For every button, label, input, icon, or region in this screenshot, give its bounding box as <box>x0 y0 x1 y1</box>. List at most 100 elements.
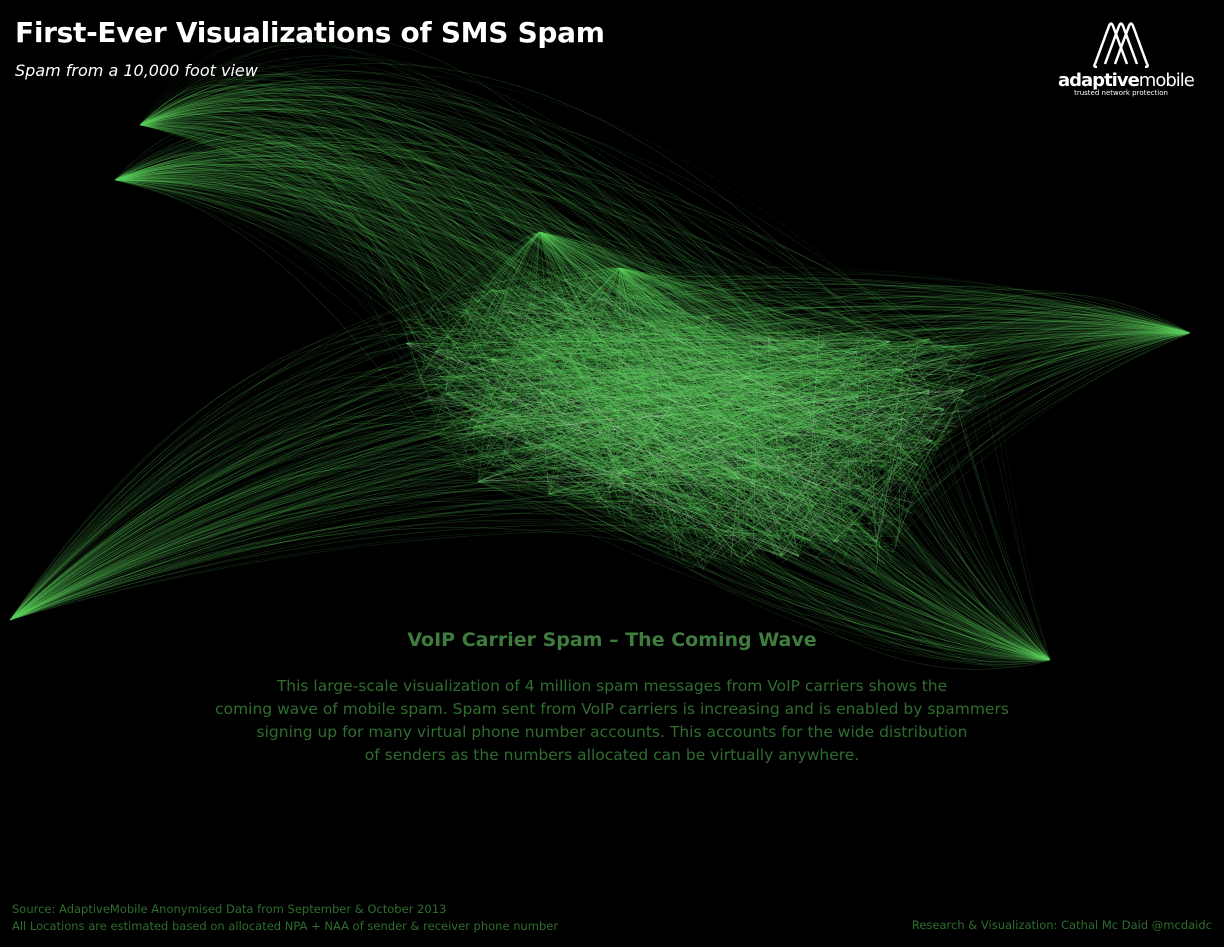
spam-route-line <box>559 335 674 500</box>
spam-route-line <box>572 438 795 495</box>
spam-route-line <box>539 231 892 422</box>
spam-route-line <box>539 388 856 526</box>
spam-route-line <box>619 267 689 350</box>
spam-route-line <box>523 386 877 542</box>
spam-route-line <box>553 296 658 359</box>
spam-route-line <box>519 340 891 353</box>
spam-route-line <box>619 267 701 445</box>
spam-route-line <box>139 117 625 309</box>
spam-route-line <box>114 151 488 326</box>
spam-route-line <box>756 399 796 527</box>
spam-route-line <box>671 343 826 522</box>
spam-route-line <box>701 344 801 379</box>
spam-route-line <box>619 267 786 535</box>
spam-route-line <box>404 391 704 483</box>
spam-route-line <box>665 396 859 460</box>
spam-route-line <box>665 464 918 553</box>
spam-route-line <box>610 439 881 462</box>
spam-route-line <box>679 332 1191 563</box>
spam-route-line <box>482 289 493 375</box>
spam-route-line <box>114 179 423 427</box>
spam-route-line <box>470 302 492 420</box>
spam-route-line <box>623 370 676 524</box>
spam-route-line <box>9 489 628 621</box>
spam-route-line <box>623 389 964 462</box>
spam-route-line <box>139 113 474 471</box>
spam-route-line <box>539 231 850 423</box>
spam-route-line <box>776 332 1191 451</box>
spam-route-line <box>753 338 759 544</box>
spam-route-line <box>9 346 920 621</box>
spam-route-line <box>790 317 1191 406</box>
spam-route-line <box>665 332 1191 455</box>
spam-route-line <box>595 393 781 428</box>
spam-route-line <box>610 375 753 427</box>
spam-route-line <box>712 390 845 420</box>
spam-route-line <box>766 370 841 374</box>
spam-route-line <box>9 459 484 621</box>
spam-route-line <box>720 340 729 510</box>
spam-route-line <box>795 328 1191 434</box>
spam-route-line <box>657 314 760 408</box>
spam-route-line <box>840 370 867 427</box>
spam-route-line <box>470 328 534 420</box>
spam-route-line <box>859 332 1191 550</box>
spam-route-line <box>464 433 877 464</box>
spam-route-line <box>114 142 763 391</box>
spam-route-line <box>799 327 1191 426</box>
spam-route-line <box>480 363 520 435</box>
spam-route-line <box>656 357 663 373</box>
spam-route-line <box>421 324 964 391</box>
spam-route-line <box>539 231 892 360</box>
spam-route-line <box>139 124 759 547</box>
article-line: signing up for many virtual phone number… <box>256 723 968 741</box>
spam-route-line <box>139 81 901 403</box>
spam-route-line <box>824 326 1191 359</box>
spam-route-line <box>442 306 876 452</box>
spam-route-line <box>652 325 884 510</box>
spam-route-line <box>859 447 1051 661</box>
spam-route-line <box>139 120 713 484</box>
spam-route-line <box>686 425 737 535</box>
spam-route-line <box>536 267 621 485</box>
spam-route-line <box>9 383 438 621</box>
spam-route-line <box>581 340 891 453</box>
spam-route-line <box>114 176 597 445</box>
spam-route-line <box>618 398 808 523</box>
spam-route-line <box>465 407 879 442</box>
spam-route-line <box>623 301 657 518</box>
spam-route-line <box>478 389 669 482</box>
spam-route-line <box>609 296 1191 346</box>
spam-route-line <box>539 231 698 494</box>
spam-route-line <box>707 361 1051 661</box>
spam-route-line <box>734 424 814 475</box>
spam-route-line <box>435 373 471 388</box>
spam-route-line <box>539 231 840 361</box>
spam-route-line <box>531 292 903 370</box>
spam-route-line <box>619 267 707 423</box>
spam-route-line <box>577 335 607 436</box>
spam-route-line <box>548 324 809 495</box>
spam-route-line <box>527 332 1191 436</box>
spam-route-line <box>139 105 699 552</box>
spam-route-line <box>501 363 541 393</box>
spam-route-line <box>532 266 621 272</box>
spam-route-line <box>902 369 934 412</box>
spam-route-line <box>540 392 742 424</box>
spam-route-line <box>492 463 856 486</box>
spam-route-line <box>556 274 625 489</box>
spam-route-line <box>558 271 664 420</box>
spam-route-line <box>420 356 927 361</box>
spam-route-line <box>478 334 828 417</box>
spam-route-line <box>550 450 847 553</box>
spam-route-line <box>507 364 624 384</box>
spam-route-line <box>618 398 876 561</box>
spam-route-line <box>139 124 711 554</box>
spam-route-line <box>545 284 740 480</box>
spam-route-line <box>9 344 895 621</box>
spam-route-line <box>698 369 903 423</box>
spam-route-line <box>114 163 884 340</box>
spam-route-line <box>536 278 559 410</box>
spam-route-line <box>558 375 1051 661</box>
spam-route-line <box>539 231 798 353</box>
